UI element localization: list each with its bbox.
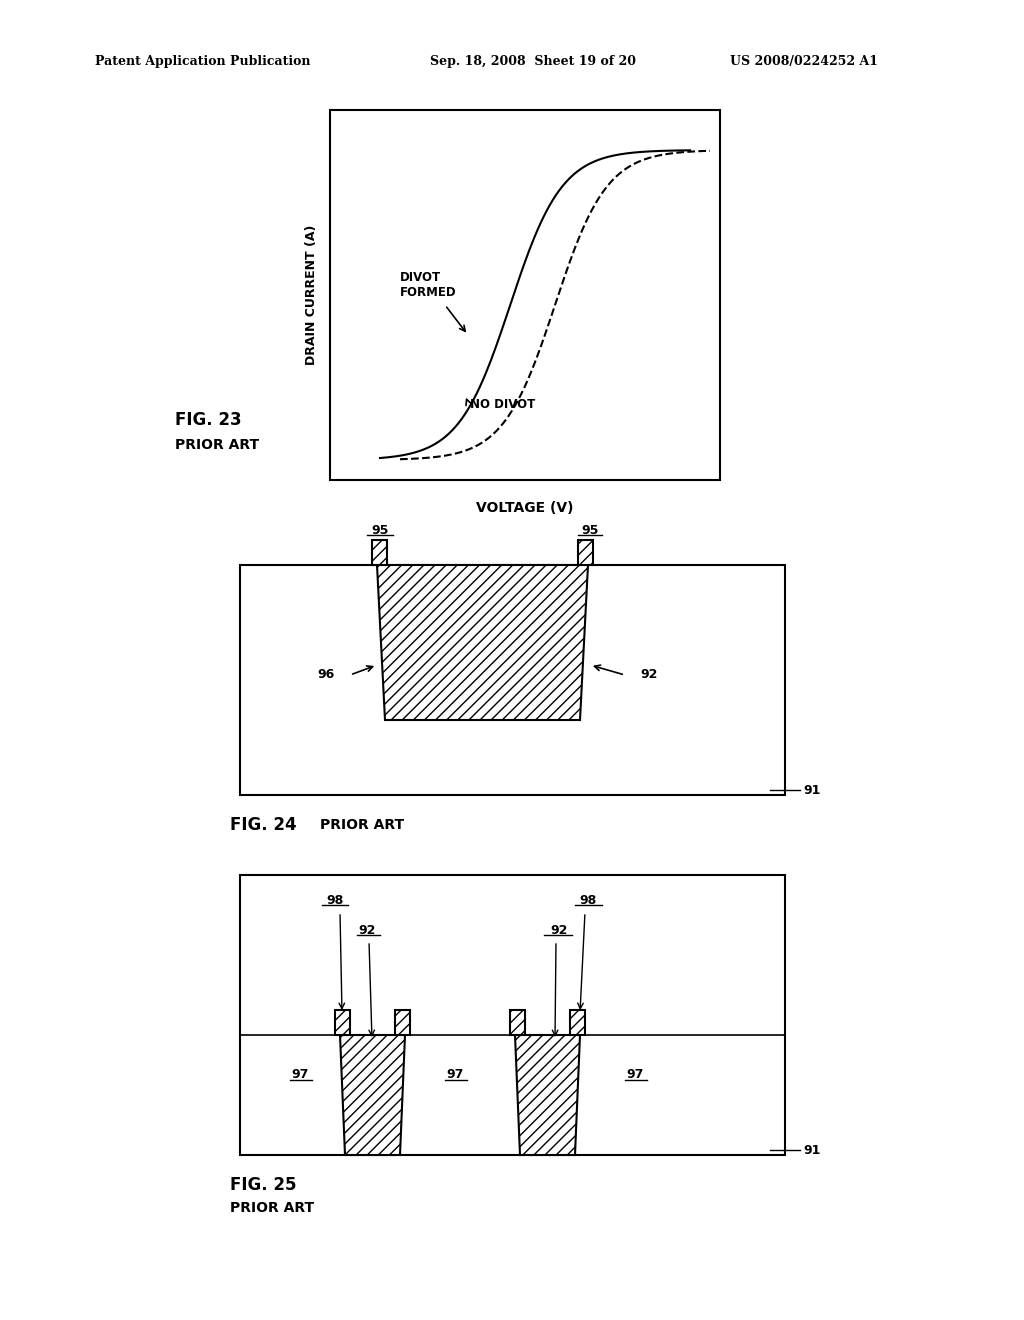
Text: 97: 97 (291, 1068, 308, 1081)
Polygon shape (570, 1010, 585, 1035)
Polygon shape (377, 565, 588, 719)
Polygon shape (510, 1010, 525, 1035)
Text: 97: 97 (627, 1068, 644, 1081)
Text: PRIOR ART: PRIOR ART (175, 438, 259, 451)
Text: PRIOR ART: PRIOR ART (230, 1201, 314, 1214)
Text: FIG. 23: FIG. 23 (175, 411, 242, 429)
Polygon shape (335, 1010, 350, 1035)
Polygon shape (515, 1035, 580, 1155)
Text: DRAIN CURRENT (A): DRAIN CURRENT (A) (305, 224, 318, 366)
Text: US 2008/0224252 A1: US 2008/0224252 A1 (730, 55, 878, 69)
Text: NO DIVOT: NO DIVOT (470, 399, 536, 412)
Text: 95: 95 (372, 524, 389, 536)
Text: VOLTAGE (V): VOLTAGE (V) (476, 502, 573, 515)
Text: 92: 92 (640, 668, 657, 681)
Polygon shape (395, 1010, 410, 1035)
Text: DIVOT
FORMED: DIVOT FORMED (400, 271, 457, 300)
Text: 92: 92 (550, 924, 567, 936)
Polygon shape (340, 1035, 406, 1155)
Text: 98: 98 (327, 894, 344, 907)
Text: 91: 91 (803, 784, 820, 796)
Text: Patent Application Publication: Patent Application Publication (95, 55, 310, 69)
Text: 95: 95 (582, 524, 599, 536)
Text: FIG. 25: FIG. 25 (230, 1176, 297, 1195)
Polygon shape (372, 540, 387, 565)
Text: Sep. 18, 2008  Sheet 19 of 20: Sep. 18, 2008 Sheet 19 of 20 (430, 55, 636, 69)
Text: 91: 91 (803, 1143, 820, 1156)
Text: PRIOR ART: PRIOR ART (319, 818, 404, 832)
Polygon shape (578, 540, 593, 565)
Text: 97: 97 (446, 1068, 464, 1081)
Text: 96: 96 (317, 668, 335, 681)
Text: 98: 98 (580, 894, 597, 907)
Text: FIG. 24: FIG. 24 (230, 816, 297, 834)
Text: 92: 92 (358, 924, 376, 936)
